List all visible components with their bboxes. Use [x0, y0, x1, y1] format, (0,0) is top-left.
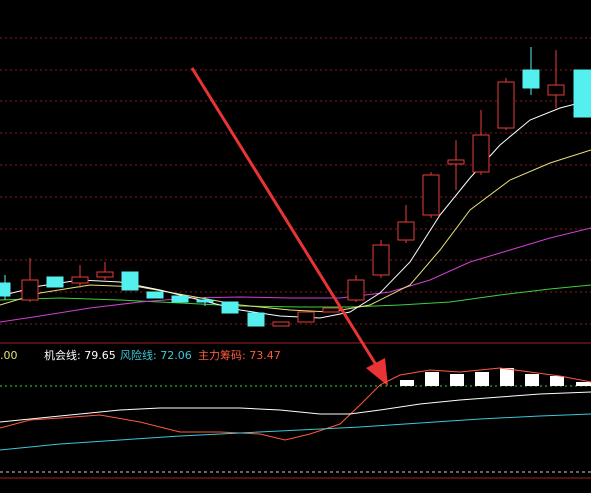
candle	[397, 221, 415, 241]
candle	[497, 81, 515, 129]
bar	[550, 376, 564, 386]
candle	[472, 134, 490, 173]
ma-line	[0, 227, 591, 323]
signal-line	[0, 391, 591, 423]
candle	[372, 244, 390, 276]
candle	[21, 279, 39, 301]
candle	[0, 282, 11, 297]
bar	[400, 380, 414, 386]
candle	[573, 69, 591, 118]
legend-item: 机会线: 79.65	[44, 348, 116, 362]
candles	[0, 47, 591, 327]
candle	[522, 69, 540, 89]
legend-prefix: .00	[0, 349, 18, 362]
legend: .00 机会线: 79.65 风险线: 72.06 主力筹码: 73.47	[0, 348, 281, 362]
arrow-shaft	[190, 67, 380, 369]
candle	[322, 307, 340, 313]
signal-line	[0, 413, 591, 451]
bars	[400, 368, 591, 386]
ma-line	[0, 284, 591, 308]
arrow-head	[366, 358, 388, 386]
legend-item: 风险线: 72.06	[120, 348, 192, 362]
candle	[247, 312, 265, 327]
bar	[525, 374, 539, 386]
grid	[0, 37, 591, 344]
candle	[272, 321, 290, 327]
candle	[46, 276, 64, 288]
bar	[475, 372, 489, 386]
candle	[221, 301, 239, 314]
candle	[447, 159, 465, 165]
candle	[347, 279, 365, 301]
lower-panel	[0, 367, 591, 479]
candle	[71, 276, 89, 284]
candle	[171, 295, 189, 303]
bar	[500, 368, 514, 386]
candle	[422, 174, 440, 216]
candle	[547, 84, 565, 96]
ma-line	[0, 99, 591, 319]
bar	[576, 382, 591, 386]
candle	[196, 299, 214, 303]
candle	[297, 311, 315, 323]
arrow	[190, 67, 388, 386]
candle	[96, 271, 114, 278]
bar	[450, 374, 464, 386]
legend-item: 主力筹码: 73.47	[198, 348, 281, 362]
candle	[121, 271, 139, 291]
candle	[146, 291, 164, 299]
bar	[425, 372, 439, 386]
